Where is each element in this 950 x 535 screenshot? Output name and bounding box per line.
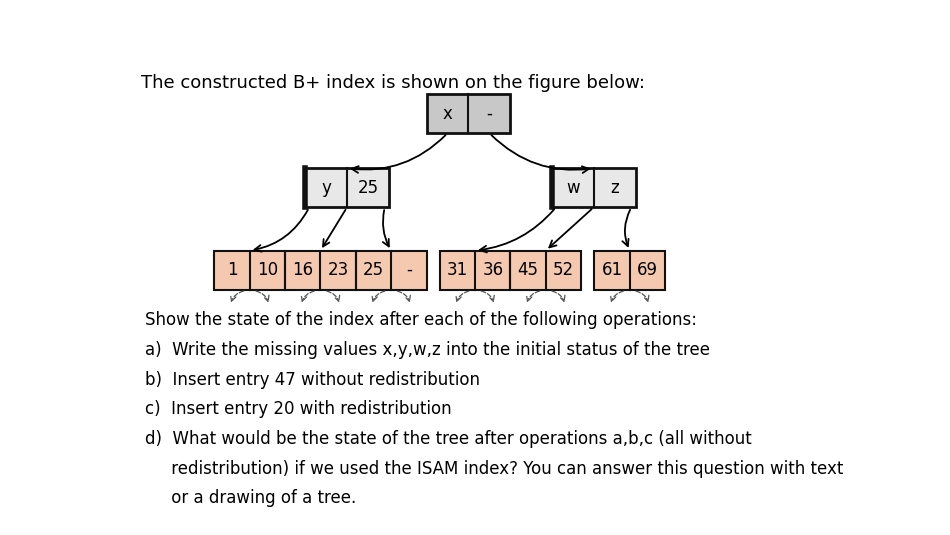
Text: c)  Insert entry 20 with redistribution: c) Insert entry 20 with redistribution (144, 400, 451, 418)
Bar (552, 168, 636, 208)
Bar (305, 168, 389, 208)
Text: -: - (486, 105, 492, 123)
Text: 61: 61 (601, 261, 622, 279)
Bar (510, 250, 581, 290)
Text: b)  Insert entry 47 without redistribution: b) Insert entry 47 without redistributio… (144, 371, 480, 389)
Text: redistribution) if we used the ISAM index? You can answer this question with tex: redistribution) if we used the ISAM inde… (144, 460, 843, 478)
Bar (552, 168, 636, 208)
Text: 1: 1 (227, 261, 238, 279)
Text: 52: 52 (553, 261, 574, 279)
Bar (285, 250, 356, 290)
Text: 23: 23 (328, 261, 349, 279)
Bar (595, 250, 665, 290)
Text: z: z (610, 179, 619, 197)
Text: 10: 10 (256, 261, 278, 279)
Text: or a drawing of a tree.: or a drawing of a tree. (144, 490, 355, 507)
Bar (305, 168, 389, 208)
Text: Show the state of the index after each of the following operations:: Show the state of the index after each o… (144, 311, 696, 330)
Text: 45: 45 (518, 261, 539, 279)
Text: w: w (566, 179, 580, 197)
Text: 25: 25 (357, 179, 378, 197)
Text: a)  Write the missing values x,y,w,z into the initial status of the tree: a) Write the missing values x,y,w,z into… (144, 341, 710, 359)
Text: 16: 16 (293, 261, 314, 279)
Bar (440, 250, 510, 290)
Text: y: y (321, 179, 331, 197)
Bar (215, 250, 285, 290)
Bar (427, 94, 510, 133)
Text: x: x (443, 105, 452, 123)
Bar (215, 250, 285, 290)
Text: 31: 31 (446, 261, 468, 279)
Text: 69: 69 (636, 261, 658, 279)
Bar (356, 250, 427, 290)
Bar (440, 250, 510, 290)
Text: The constructed B+ index is shown on the figure below:: The constructed B+ index is shown on the… (141, 74, 645, 93)
Text: d)  What would be the state of the tree after operations a,b,c (all without: d) What would be the state of the tree a… (144, 430, 751, 448)
Text: 36: 36 (483, 261, 504, 279)
Bar (427, 94, 510, 133)
Bar (356, 250, 427, 290)
Bar (285, 250, 356, 290)
Bar (595, 250, 665, 290)
Text: 25: 25 (363, 261, 384, 279)
Bar (510, 250, 581, 290)
Text: -: - (406, 261, 411, 279)
